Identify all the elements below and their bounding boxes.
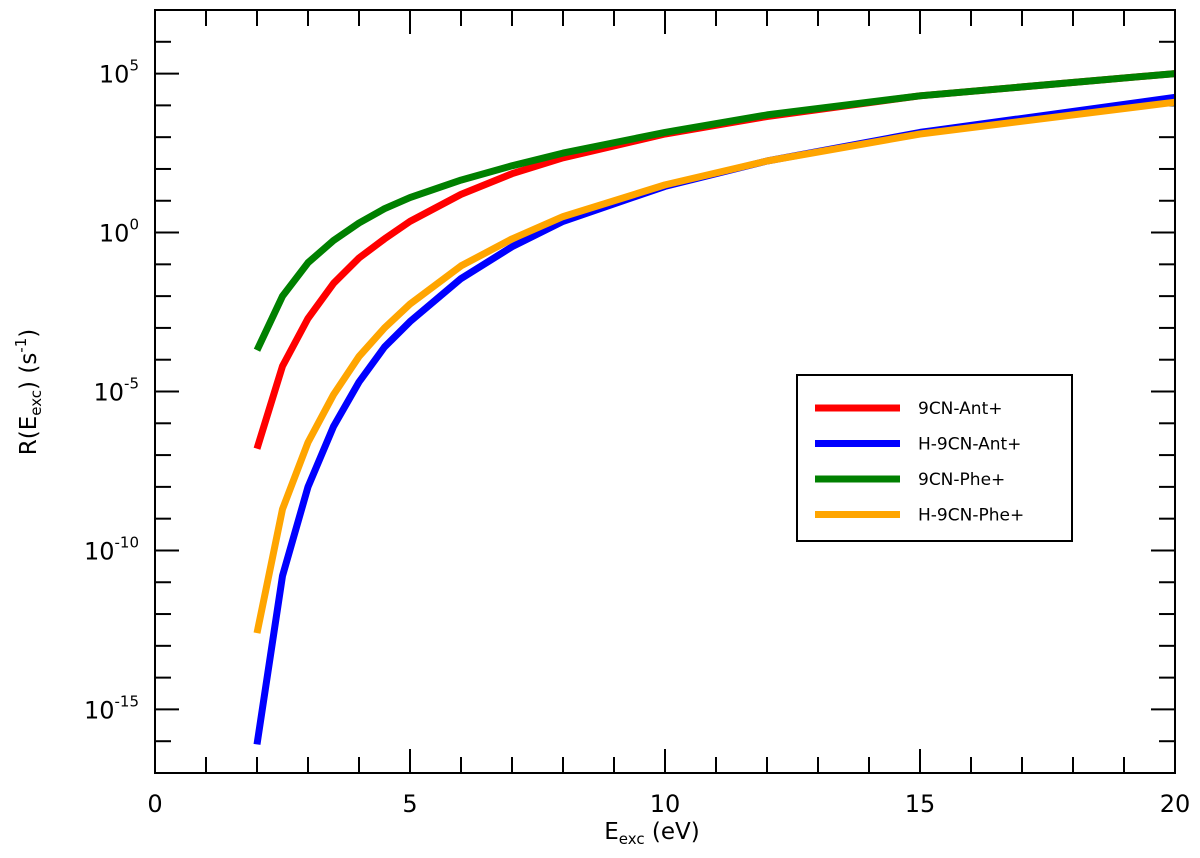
x-tick-labels: 0 5 10 15 20 xyxy=(147,790,1190,818)
legend-label: 9CN-Phe+ xyxy=(918,470,1005,490)
y-axis-title: R(Eexc) (s-1) xyxy=(12,329,45,456)
plot-frame xyxy=(154,9,1176,774)
legend-label: H-9CN-Phe+ xyxy=(918,506,1024,526)
legend-label: H-9CN-Ant+ xyxy=(918,435,1021,455)
y-tick-label: 10-10 xyxy=(84,533,139,565)
x-tick-label: 20 xyxy=(1160,790,1191,818)
legend: 9CN-Ant+ H-9CN-Ant+ 9CN-Phe+ H-9CN-Phe+ xyxy=(796,374,1073,542)
x-axis-title: Eexc (eV) xyxy=(604,819,700,848)
y-tick-label: 10-15 xyxy=(84,692,139,724)
axis-ticks xyxy=(154,9,1176,774)
x-tick-label: 0 xyxy=(147,790,162,818)
series-line-3 xyxy=(253,70,1176,352)
y-tick-label: 10-5 xyxy=(93,375,139,407)
x-tick-label: 10 xyxy=(650,790,681,818)
x-tick-label: 15 xyxy=(905,790,936,818)
y-tick-labels: 105 100 10-5 10-10 10-15 xyxy=(84,57,139,725)
series-lines xyxy=(253,70,1176,745)
series-line-4 xyxy=(253,98,1176,634)
y-tick-label: 105 xyxy=(99,57,139,89)
y-tick-label: 100 xyxy=(99,216,139,248)
x-tick-label: 5 xyxy=(402,790,417,818)
legend-label: 9CN-Ant+ xyxy=(918,399,1002,419)
